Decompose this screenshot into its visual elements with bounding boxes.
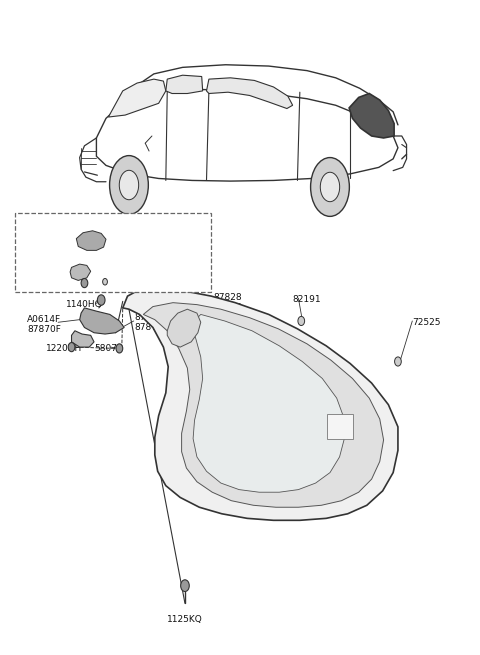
Circle shape bbox=[298, 316, 305, 326]
Polygon shape bbox=[108, 79, 166, 117]
Bar bbox=[327, 414, 353, 439]
Text: 58070: 58070 bbox=[94, 344, 123, 353]
Text: 1220HH: 1220HH bbox=[46, 344, 83, 353]
Text: 87828
87838: 87828 87838 bbox=[214, 293, 242, 312]
Text: 72525: 72525 bbox=[412, 318, 441, 327]
Polygon shape bbox=[144, 303, 384, 507]
Ellipse shape bbox=[119, 170, 139, 200]
Text: A0614F
87870F: A0614F 87870F bbox=[27, 314, 61, 334]
Text: 87870C
87870D: 87870C 87870D bbox=[135, 312, 170, 332]
Text: (W/POWER QTR GLASS): (W/POWER QTR GLASS) bbox=[19, 218, 125, 227]
Circle shape bbox=[395, 357, 401, 366]
Polygon shape bbox=[123, 290, 398, 520]
Circle shape bbox=[97, 295, 105, 305]
Polygon shape bbox=[76, 231, 106, 250]
Ellipse shape bbox=[320, 172, 340, 202]
Circle shape bbox=[180, 580, 189, 591]
Text: 87870E
87870C
87870D: 87870E 87870C 87870D bbox=[123, 231, 158, 260]
Text: P87820
P87810: P87820 P87810 bbox=[336, 445, 370, 464]
Circle shape bbox=[68, 343, 75, 352]
Text: 82191: 82191 bbox=[293, 295, 321, 304]
Text: 1140HG: 1140HG bbox=[66, 300, 103, 309]
Circle shape bbox=[81, 278, 88, 288]
Ellipse shape bbox=[109, 156, 148, 214]
Polygon shape bbox=[70, 264, 91, 280]
FancyBboxPatch shape bbox=[15, 213, 211, 291]
Polygon shape bbox=[167, 309, 201, 347]
Ellipse shape bbox=[311, 158, 349, 216]
Polygon shape bbox=[80, 308, 124, 334]
Polygon shape bbox=[191, 314, 344, 492]
Text: 87870H
87870G: 87870H 87870G bbox=[27, 242, 63, 262]
Circle shape bbox=[103, 278, 108, 285]
Polygon shape bbox=[349, 94, 394, 138]
Circle shape bbox=[116, 344, 123, 353]
Text: 1125KQ: 1125KQ bbox=[167, 615, 203, 624]
Polygon shape bbox=[166, 75, 203, 94]
Polygon shape bbox=[72, 331, 94, 347]
Text: A0614F
87870F: A0614F 87870F bbox=[113, 265, 147, 285]
Polygon shape bbox=[206, 78, 293, 109]
